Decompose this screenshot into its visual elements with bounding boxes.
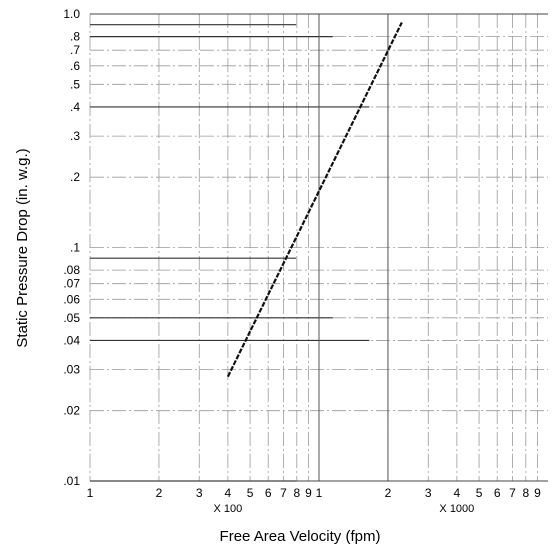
y-tick-label: .04 [63, 333, 80, 347]
x-tick-label: 8 [522, 486, 529, 500]
y-tick-label: .06 [63, 292, 80, 306]
series-layer [226, 22, 403, 378]
x-multiplier-labels: X 100 X 1000 [213, 503, 474, 515]
x-multiplier-label: X 100 [213, 503, 242, 515]
y-tick-label: .05 [63, 311, 80, 325]
y-axis-label: Static Pressure Drop (in. w.g.) [14, 148, 31, 347]
y-tick-label: .01 [63, 474, 80, 488]
x-tick-label: 5 [476, 486, 483, 500]
y-tick-label: .1 [70, 241, 80, 255]
x-tick-label: 9 [534, 486, 541, 500]
x-tick-label: 2 [385, 486, 392, 500]
x-tick-label: 7 [280, 486, 287, 500]
x-multiplier-label: X 1000 [439, 503, 474, 515]
x-tick-label: 1 [87, 486, 94, 500]
x-tick-label: 1 [316, 486, 323, 500]
y-tick-label: .8 [70, 30, 80, 44]
x-tick-label: 7 [509, 486, 516, 500]
y-tick-label: 1.0 [63, 7, 80, 21]
x-tick-label: 5 [247, 486, 254, 500]
y-tick-label: .5 [70, 77, 80, 91]
x-tick-label: 9 [305, 486, 312, 500]
y-tick-label: .07 [63, 277, 80, 291]
x-tick-label: 2 [156, 486, 163, 500]
y-tick-label: .6 [70, 59, 80, 73]
x-tick-label: 8 [293, 486, 300, 500]
y-tick-label: .08 [63, 263, 80, 277]
y-tick-label: .7 [70, 43, 80, 57]
x-tick-label: 3 [425, 486, 432, 500]
y-tick-label: .02 [63, 404, 80, 418]
y-tick-label: .03 [63, 363, 80, 377]
y-tick-label: .3 [70, 129, 80, 143]
x-tick-label: 3 [196, 486, 203, 500]
x-axis-label: Free Area Velocity (fpm) [220, 528, 381, 545]
x-tick-label: 6 [265, 486, 272, 500]
x-tick-label: 6 [494, 486, 501, 500]
x-tick-label: 4 [225, 486, 232, 500]
grid [89, 13, 548, 482]
y-tick-label: .2 [70, 170, 80, 184]
y-tick-label: .4 [70, 100, 80, 114]
y-tick-labels: .01 .02 .03 .04 .05 .06.07.08 .1 .2 .3 .4 .5 .6 .7.8… [63, 7, 80, 488]
pressure-drop-curve [226, 22, 403, 378]
x-tick-label: 4 [454, 486, 461, 500]
